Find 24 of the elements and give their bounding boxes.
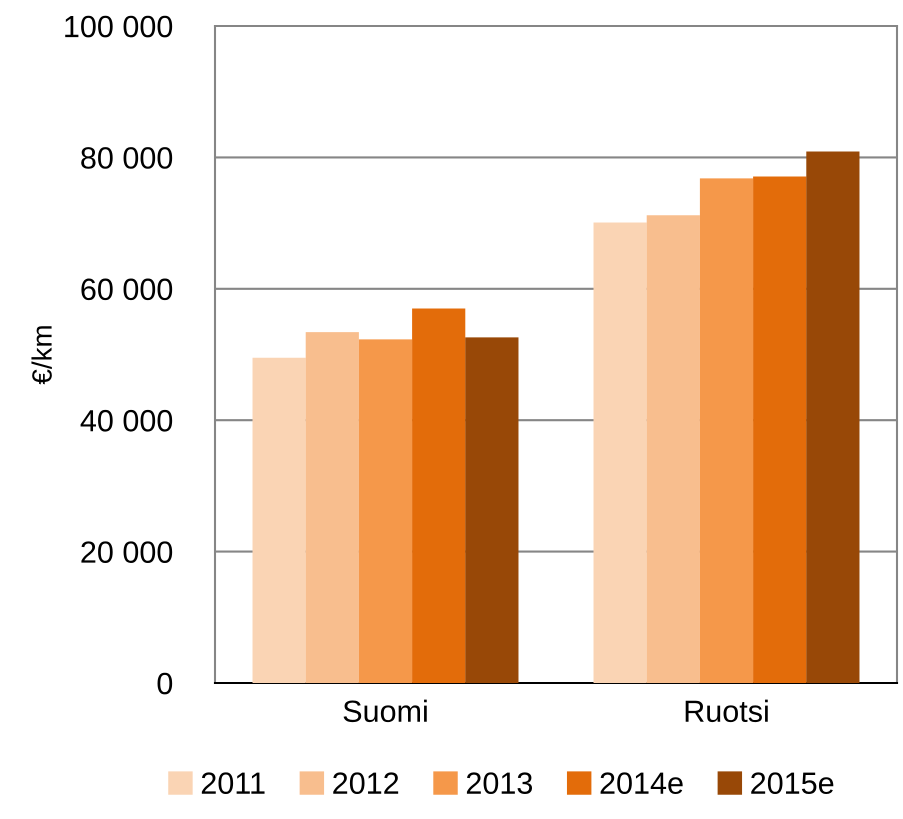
y-tick-label: 60 000 (81, 278, 172, 300)
y-tick-label: 100 000 (65, 16, 172, 38)
x-tick-label: Ruotsi (686, 700, 768, 722)
y-tick-label: 40 000 (80, 410, 172, 432)
bar (806, 151, 860, 683)
bar (306, 332, 359, 683)
bar (753, 176, 806, 683)
bar (465, 337, 518, 683)
bar (358, 339, 412, 683)
bar (700, 178, 754, 683)
legend-label: 2014e (600, 772, 683, 794)
bar (646, 215, 700, 683)
bar (412, 308, 466, 683)
y-axis-title: €/km (31, 326, 52, 384)
y-tick-label: 0 (158, 672, 172, 694)
legend-label: 2015e (751, 772, 834, 794)
y-tick-label: 20 000 (81, 541, 172, 563)
bar (594, 222, 647, 683)
legend-label: 2011 (202, 772, 265, 794)
y-tick-label: 80 000 (81, 147, 172, 169)
legend-label: 2013 (466, 772, 532, 794)
bar (252, 358, 306, 683)
legend-label: 2012 (333, 772, 398, 794)
x-tick-label: Suomi (344, 700, 427, 722)
